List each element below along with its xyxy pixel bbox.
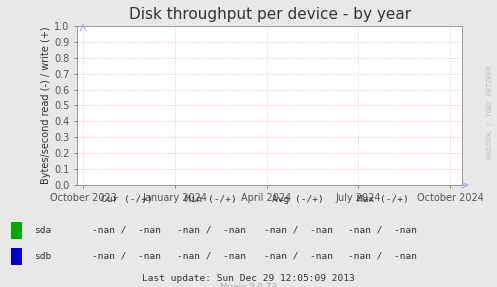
Text: -nan /  -nan: -nan / -nan [348,226,417,235]
Text: Cur (-/+): Cur (-/+) [101,195,153,204]
Text: -nan /  -nan: -nan / -nan [92,226,161,235]
Y-axis label: Bytes/second read (-) / write (+): Bytes/second read (-) / write (+) [41,27,51,184]
Text: -nan /  -nan: -nan / -nan [264,226,332,235]
Text: Min (-/+): Min (-/+) [185,195,237,204]
Text: sdb: sdb [34,252,51,261]
Title: Disk throughput per device - by year: Disk throughput per device - by year [129,7,411,22]
Text: Last update: Sun Dec 29 12:05:09 2013: Last update: Sun Dec 29 12:05:09 2013 [142,274,355,283]
Text: Avg (-/+): Avg (-/+) [272,195,324,204]
Text: -nan /  -nan: -nan / -nan [177,252,246,261]
Text: sda: sda [34,226,51,235]
Text: Max (-/+): Max (-/+) [357,195,409,204]
Text: RRDTOOL / TOBI OETIKER: RRDTOOL / TOBI OETIKER [487,65,493,159]
Text: -nan /  -nan: -nan / -nan [264,252,332,261]
Text: -nan /  -nan: -nan / -nan [92,252,161,261]
Text: -nan /  -nan: -nan / -nan [177,226,246,235]
Text: -nan /  -nan: -nan / -nan [348,252,417,261]
Text: Munin 2.0.73: Munin 2.0.73 [220,283,277,287]
